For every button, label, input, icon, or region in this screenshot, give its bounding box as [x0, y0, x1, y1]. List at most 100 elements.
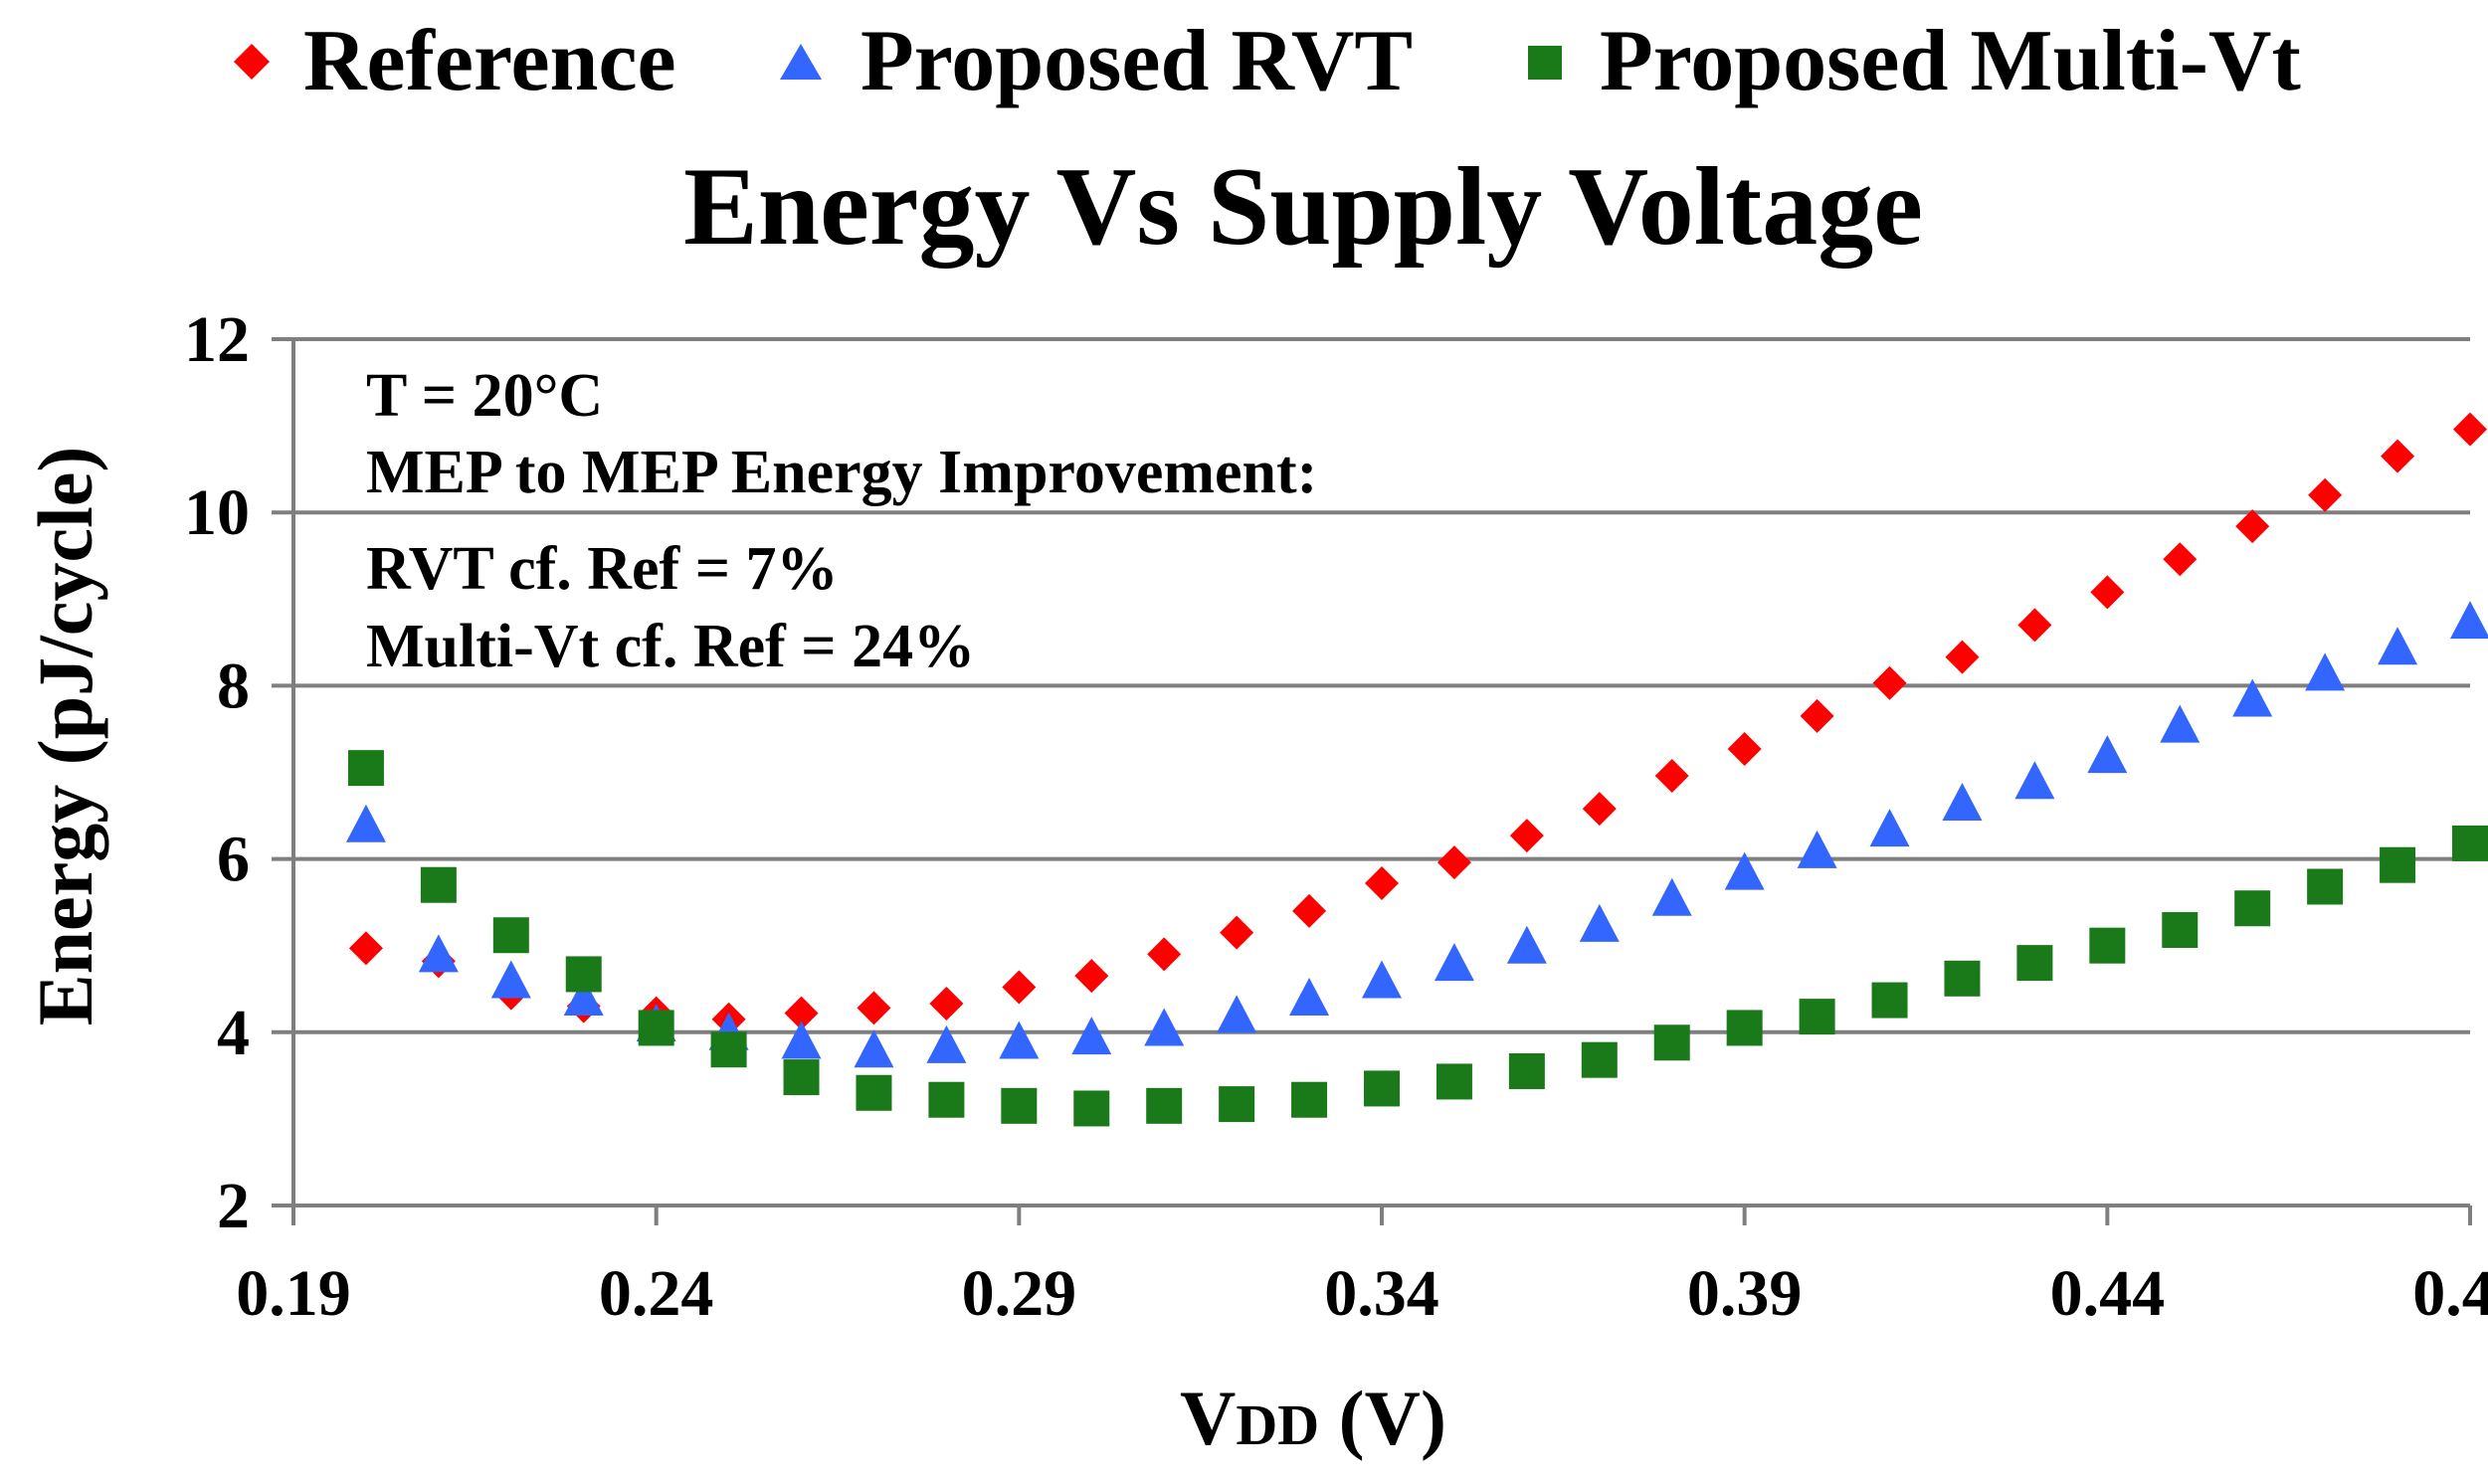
point-proposed-multi-vt [1364, 1070, 1400, 1107]
point-proposed-rvt [1071, 1017, 1112, 1055]
x-tick-label: 0.49 [2412, 1257, 2488, 1330]
point-proposed-multi-vt [1944, 960, 1981, 997]
point-proposed-rvt [1797, 830, 1837, 868]
x-tick-label: 0.29 [962, 1257, 1077, 1330]
point-proposed-multi-vt [928, 1081, 965, 1118]
point-proposed-rvt [2305, 652, 2346, 691]
point-reference [2017, 608, 2052, 643]
point-reference [2308, 477, 2343, 512]
point-proposed-multi-vt [1073, 1090, 1110, 1127]
point-proposed-multi-vt [347, 750, 384, 787]
point-proposed-multi-vt [1871, 982, 1908, 1019]
series-proposed-rvt [345, 601, 2488, 1068]
point-proposed-multi-vt [856, 1074, 892, 1111]
point-reference [2163, 542, 2198, 577]
point-proposed-rvt [781, 1020, 822, 1059]
point-proposed-multi-vt [565, 956, 602, 993]
point-proposed-multi-vt [2234, 890, 2271, 927]
point-reference [1365, 865, 1399, 900]
point-proposed-rvt [1506, 925, 1547, 964]
y-tick-label: 8 [217, 649, 250, 722]
annotation-block: T = 20°C MEP to MEP Energy Improvement: … [366, 362, 1317, 680]
point-proposed-multi-vt [1799, 999, 1835, 1035]
point-proposed-rvt [2160, 704, 2201, 743]
point-reference [1220, 915, 1254, 950]
legend-item-reference: Reference [234, 13, 676, 109]
point-proposed-rvt [1579, 903, 1620, 942]
annotation-rvt-improvement: RVT cf. Ref = 7% [366, 535, 839, 603]
point-proposed-rvt [999, 1020, 1040, 1059]
point-reference [1074, 959, 1109, 994]
point-proposed-multi-vt [1146, 1087, 1183, 1124]
x-tick-label: 0.19 [236, 1257, 351, 1330]
x-tick-label: 0.44 [2050, 1257, 2166, 1330]
point-proposed-multi-vt [492, 917, 529, 954]
gridlines [272, 337, 2470, 1207]
legend-item-proposed-multi-vt: Proposed Multi-Vt [1528, 13, 2301, 109]
x-axis-label: VDD (V) [1180, 1375, 1446, 1461]
point-proposed-multi-vt [1581, 1041, 1618, 1078]
point-proposed-multi-vt [2089, 927, 2126, 964]
point-reference [1945, 640, 1980, 674]
point-proposed-rvt [563, 977, 604, 1016]
x-axis-label-unit: (V) [1319, 1375, 1446, 1461]
point-reference [1582, 792, 1617, 827]
point-proposed-rvt [926, 1024, 967, 1063]
point-proposed-rvt [1289, 977, 1330, 1016]
point-reference [929, 987, 964, 1021]
annotation-improvement-heading: MEP to MEP Energy Improvement: [366, 439, 1317, 506]
point-proposed-multi-vt [2162, 912, 2199, 949]
series-proposed-multi-vt [347, 750, 2488, 1127]
x-tick-label: 0.34 [1324, 1257, 1439, 1330]
point-proposed-rvt [1217, 995, 1257, 1033]
point-proposed-rvt [1942, 782, 1983, 821]
point-proposed-rvt [2232, 678, 2273, 717]
point-proposed-multi-vt [1001, 1087, 1038, 1124]
point-proposed-rvt [1144, 1008, 1185, 1046]
point-proposed-rvt [2014, 761, 2055, 800]
chart-title: Energy Vs Supply Voltage [683, 145, 1923, 269]
point-reference [2381, 439, 2415, 473]
legend-marker-reference [234, 44, 270, 80]
point-proposed-multi-vt [638, 1010, 674, 1046]
point-proposed-rvt [1724, 851, 1765, 890]
point-reference [1800, 698, 1834, 733]
point-proposed-rvt [2378, 627, 2418, 665]
point-reference [2090, 575, 2125, 610]
y-tick-label: 10 [184, 476, 250, 549]
legend-marker-proposed-multi-vt [1528, 46, 1562, 80]
legend-label-proposed-multi-vt: Proposed Multi-Vt [1600, 13, 2301, 109]
point-proposed-multi-vt [420, 866, 457, 903]
data-marks [345, 412, 2488, 1127]
legend-label-proposed-rvt: Proposed RVT [861, 13, 1413, 109]
point-reference [348, 931, 383, 966]
point-proposed-multi-vt [1653, 1024, 1690, 1061]
legend-item-proposed-rvt: Proposed RVT [780, 13, 1413, 109]
annotation-multi-vt-improvement: Multi-Vt cf. Ref = 24% [366, 613, 975, 680]
x-axis-label-main: V [1180, 1375, 1236, 1461]
legend: Reference Proposed RVT Proposed Multi-Vt [234, 13, 2301, 109]
point-reference [1509, 819, 1544, 853]
point-proposed-multi-vt [1291, 1081, 1328, 1118]
point-proposed-rvt [345, 804, 386, 842]
point-proposed-multi-vt [2016, 945, 2053, 982]
point-reference [784, 996, 819, 1030]
x-tick-label: 0.39 [1687, 1257, 1803, 1330]
x-axis: 0.19 0.24 0.29 0.34 0.39 0.44 0.49 [236, 1206, 2488, 1330]
point-proposed-multi-vt [1726, 1010, 1763, 1046]
point-reference [1147, 937, 1182, 972]
x-tick-label: 0.24 [599, 1257, 714, 1330]
point-proposed-rvt [1869, 809, 1910, 847]
y-tick-label: 6 [217, 824, 250, 896]
point-proposed-rvt [2087, 735, 2128, 774]
point-proposed-multi-vt [2307, 868, 2344, 905]
y-tick-label: 2 [217, 1170, 250, 1242]
point-proposed-multi-vt [1508, 1052, 1545, 1089]
legend-marker-proposed-rvt [780, 44, 822, 80]
point-reference [857, 991, 891, 1025]
point-proposed-rvt [2450, 601, 2488, 640]
y-axis: 2 4 6 8 10 12 [184, 303, 295, 1242]
point-proposed-multi-vt [2380, 846, 2416, 883]
point-proposed-rvt [1362, 960, 1402, 999]
